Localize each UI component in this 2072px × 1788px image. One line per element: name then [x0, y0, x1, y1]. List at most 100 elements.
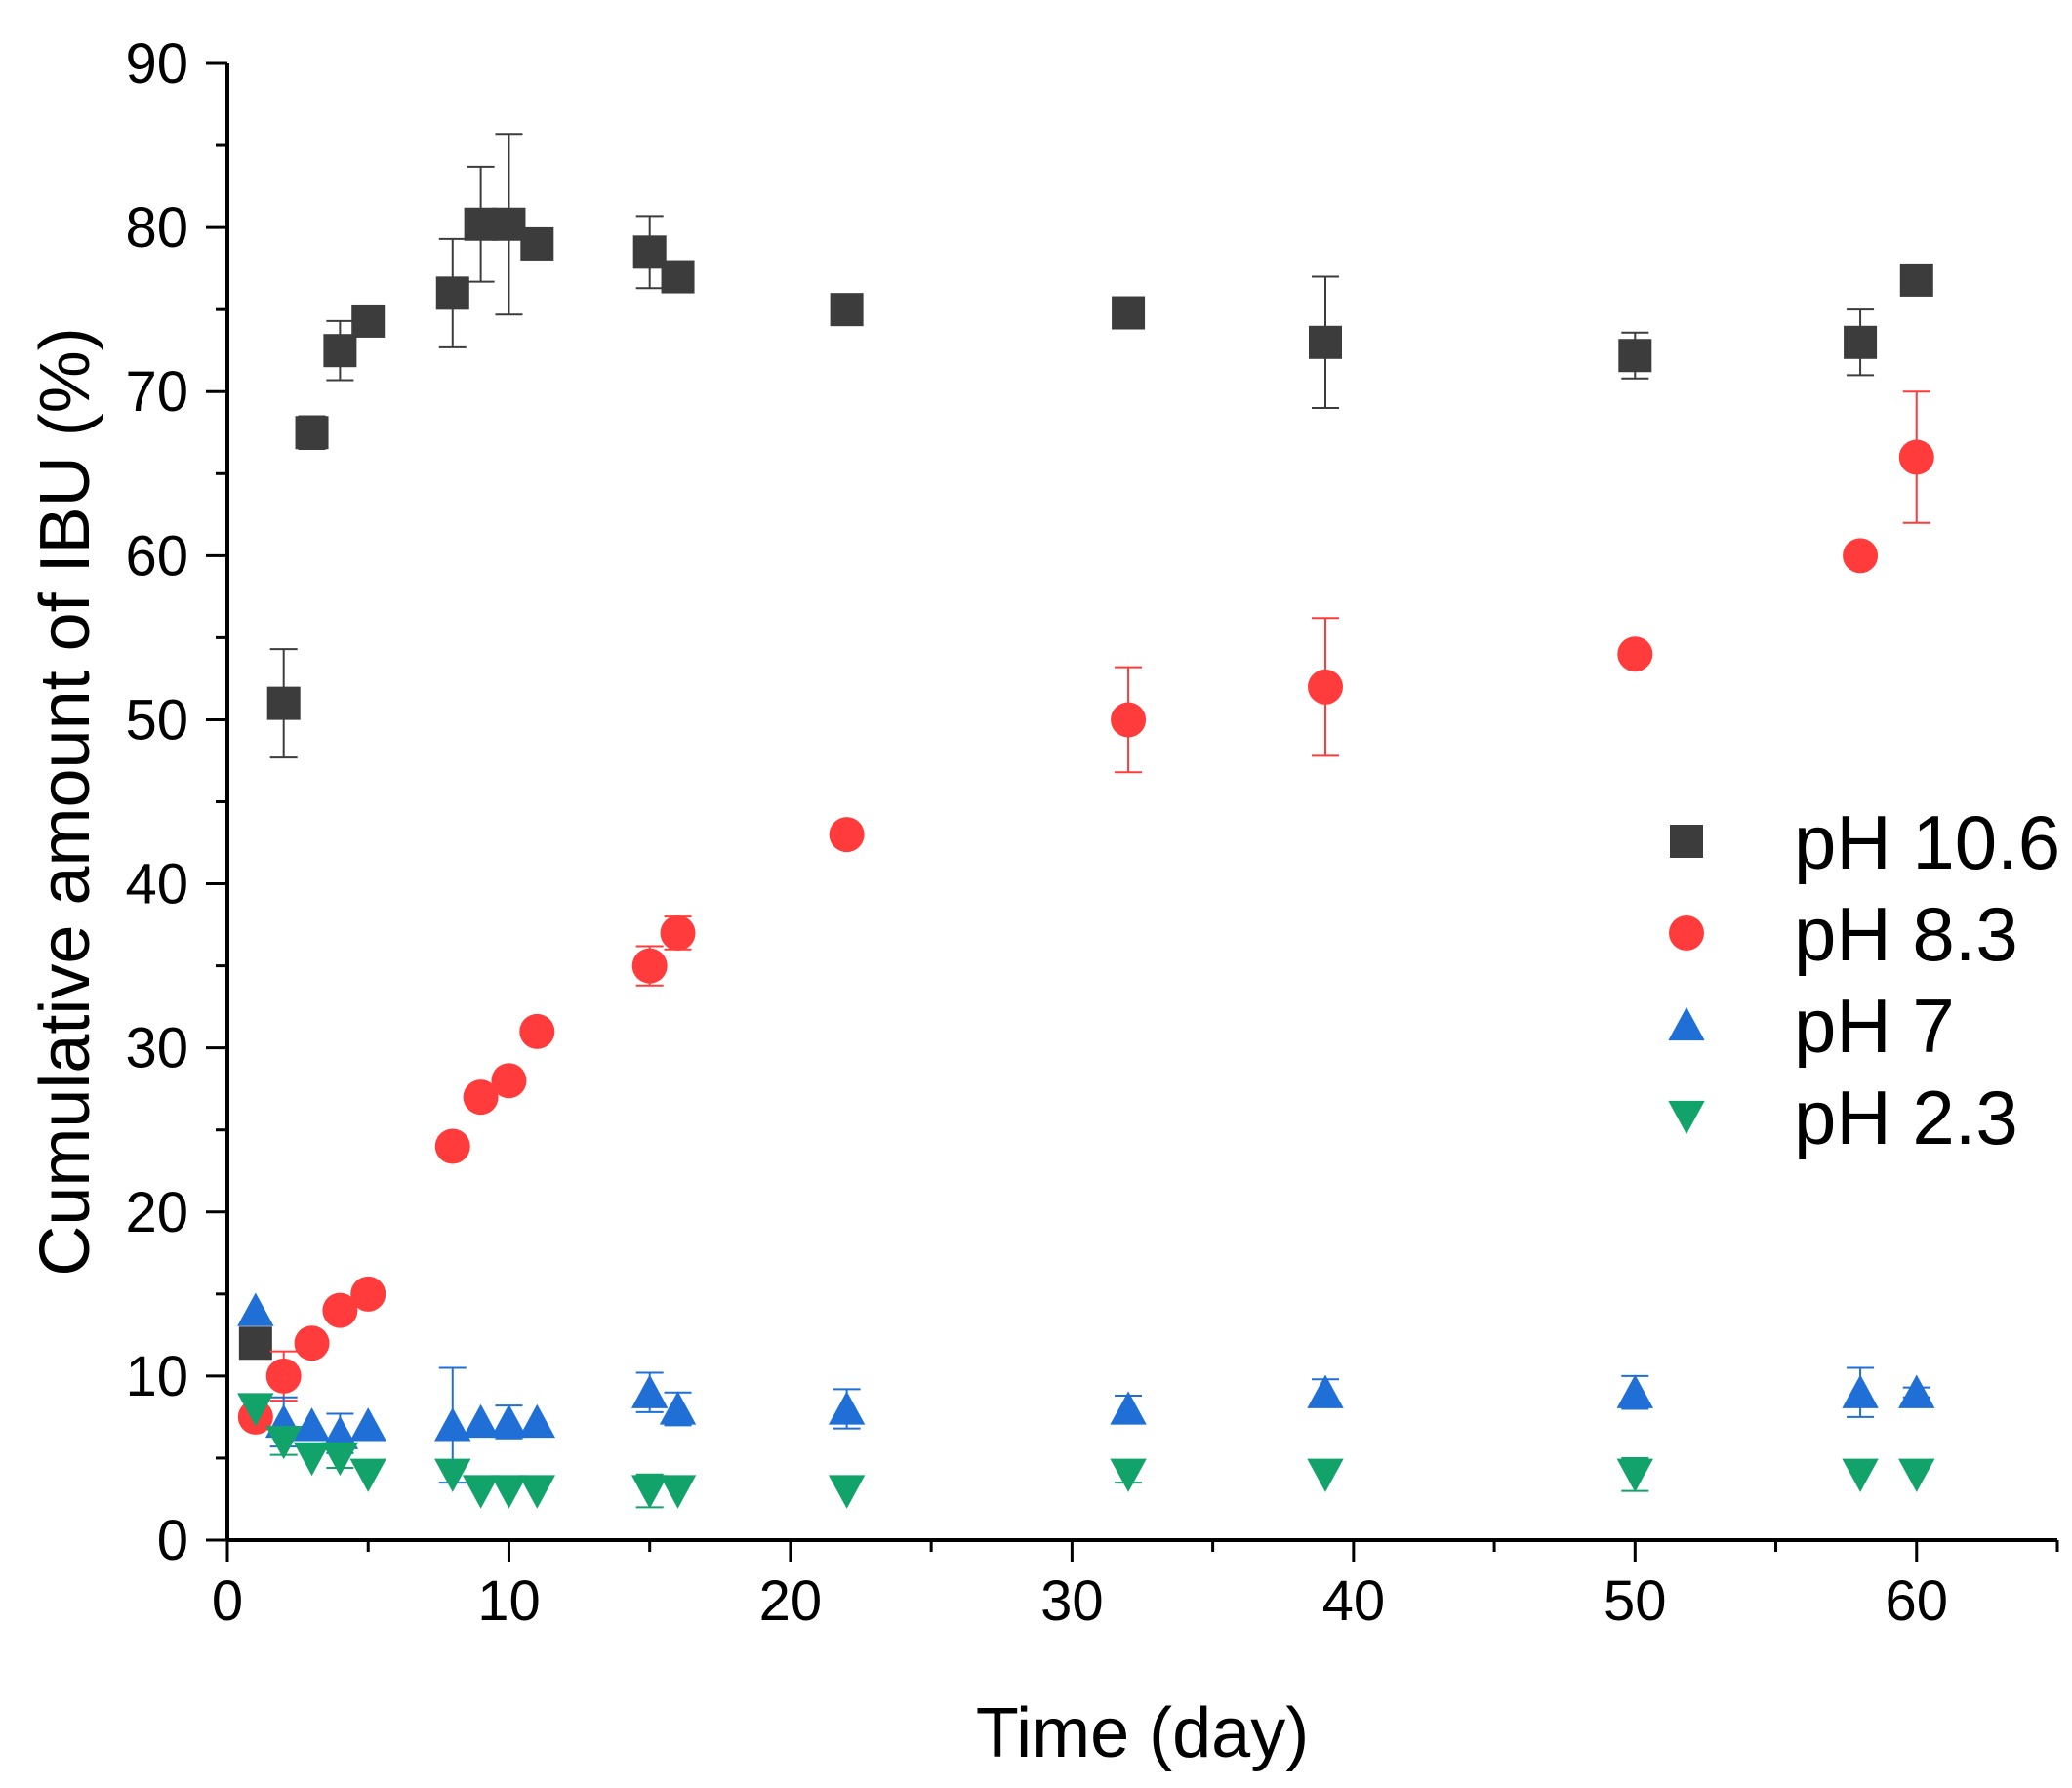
data-point — [321, 1415, 359, 1449]
data-point — [492, 207, 526, 241]
data-point — [349, 1407, 386, 1442]
data-point — [1899, 263, 1933, 297]
data-point — [434, 1458, 471, 1492]
data-point — [464, 207, 498, 241]
x-tick-label: 40 — [1322, 1569, 1386, 1633]
data-point — [1110, 1458, 1147, 1492]
data-point — [1309, 325, 1342, 359]
legend-label: pH 10.6 — [1794, 799, 2060, 885]
data-point — [1308, 669, 1343, 705]
data-point — [1618, 339, 1652, 373]
data-point — [434, 1407, 471, 1442]
data-point — [322, 1292, 358, 1328]
legend-marker — [1670, 825, 1703, 858]
data-point — [462, 1475, 500, 1509]
legend: pH 10.6pH 8.3pH 7pH 2.3 — [1668, 799, 2060, 1160]
data-point — [434, 1128, 470, 1164]
data-point — [490, 1403, 528, 1439]
x-tick-label: 50 — [1604, 1569, 1667, 1633]
x-tick-label: 20 — [759, 1569, 823, 1633]
y-tick-label: 90 — [125, 32, 188, 96]
data-point — [351, 304, 386, 338]
legend-marker — [1669, 915, 1704, 951]
data-point — [660, 914, 696, 951]
data-point — [631, 948, 668, 984]
y-tick-label: 0 — [157, 1509, 188, 1572]
data-point — [659, 1391, 697, 1425]
x-tick-label: 60 — [1886, 1569, 1949, 1633]
data-point — [323, 334, 357, 368]
legend-marker — [1668, 1100, 1705, 1135]
data-point — [237, 1393, 274, 1427]
data-point — [295, 416, 329, 450]
data-point — [1111, 702, 1147, 738]
data-point — [1616, 1374, 1654, 1408]
data-point — [1112, 296, 1146, 330]
data-point — [1842, 1374, 1879, 1408]
y-tick-label: 20 — [125, 1181, 188, 1244]
data-point — [1842, 1458, 1879, 1492]
data-point — [238, 1326, 272, 1361]
data-point — [1844, 325, 1878, 359]
y-tick-label: 80 — [125, 196, 188, 260]
series-ph-10-6 — [238, 133, 1933, 1361]
series-ph-7 — [237, 1292, 1935, 1484]
data-point — [661, 260, 695, 294]
data-point — [1307, 1458, 1344, 1492]
series-ph-8-3 — [237, 390, 1934, 1435]
data-point — [293, 1407, 331, 1442]
legend-item: pH 10.6 — [1670, 799, 2060, 885]
data-point — [519, 1013, 555, 1049]
data-point — [1616, 1458, 1654, 1492]
data-point — [264, 1425, 303, 1460]
data-point — [518, 1475, 556, 1509]
legend-marker — [1668, 1006, 1705, 1041]
data-point — [830, 293, 864, 327]
data-point — [435, 276, 469, 310]
y-tick-label: 50 — [125, 688, 188, 752]
data-point — [659, 1475, 697, 1509]
legend-item: pH 7 — [1668, 983, 1955, 1069]
data-point — [1898, 1458, 1935, 1492]
data-point — [237, 1292, 274, 1326]
data-point — [462, 1403, 500, 1439]
x-tick-label: 30 — [1040, 1569, 1104, 1633]
y-axis-title: Cumulative amount of IBU (%) — [26, 327, 104, 1276]
data-point — [266, 686, 301, 720]
data-point — [463, 1079, 499, 1116]
data-point — [1110, 1391, 1147, 1425]
data-point — [321, 1442, 359, 1477]
data-point — [828, 1391, 866, 1425]
data-point — [1617, 636, 1653, 672]
data-point — [520, 226, 554, 261]
data-point — [293, 1442, 331, 1477]
data-point — [491, 1063, 527, 1099]
x-tick-label: 0 — [212, 1569, 243, 1633]
data-point — [632, 235, 667, 269]
data-point — [265, 1358, 302, 1394]
legend-item: pH 2.3 — [1668, 1075, 2018, 1160]
y-tick-label: 40 — [125, 853, 188, 916]
y-tick-label: 30 — [125, 1017, 188, 1080]
data-point — [630, 1374, 669, 1408]
data-point — [630, 1475, 669, 1509]
data-point — [829, 817, 865, 853]
y-tick-label: 60 — [125, 524, 188, 588]
y-tick-label: 10 — [125, 1345, 188, 1408]
legend-label: pH 2.3 — [1794, 1075, 2018, 1160]
data-point — [1898, 439, 1934, 475]
y-tick-label: 70 — [125, 360, 188, 424]
data-point — [518, 1403, 556, 1439]
axes: 0 10 20 30 40 50 60 0 10 20 30 40 50 60 70 80 90 — [125, 32, 2059, 1633]
x-axis-title: Time (day) — [976, 1694, 1309, 1772]
data-point — [1898, 1374, 1935, 1408]
chart-marks — [237, 133, 1935, 1509]
data-point — [1307, 1374, 1344, 1408]
series-ph-2-3 — [237, 1393, 1935, 1509]
data-point — [828, 1475, 866, 1509]
legend-label: pH 8.3 — [1794, 891, 2018, 977]
data-point — [294, 1325, 330, 1361]
data-point — [490, 1475, 528, 1509]
x-tick-label: 10 — [477, 1569, 541, 1633]
